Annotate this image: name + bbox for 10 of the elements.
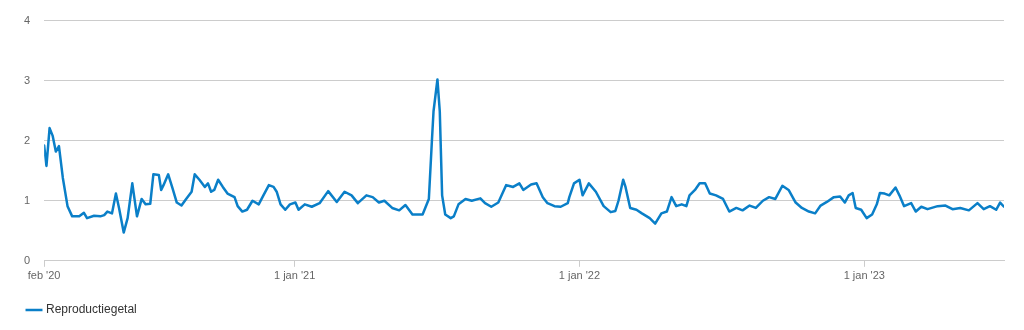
x-tick-label: feb '20 xyxy=(27,269,61,282)
y-tick-label: 3 xyxy=(23,73,31,86)
y-tick-label: 4 xyxy=(23,13,31,26)
x-tick-label: 1 jan '22 xyxy=(558,269,601,282)
x-tick-label: 1 jan '21 xyxy=(274,269,316,282)
legend-label: Reproductiegetal xyxy=(46,302,137,317)
y-tick-label: 2 xyxy=(23,133,31,146)
y-tick-label: 1 xyxy=(23,193,31,206)
y-tick-label: 0 xyxy=(23,253,31,266)
x-tick-label: 1 jan '23 xyxy=(843,269,885,282)
